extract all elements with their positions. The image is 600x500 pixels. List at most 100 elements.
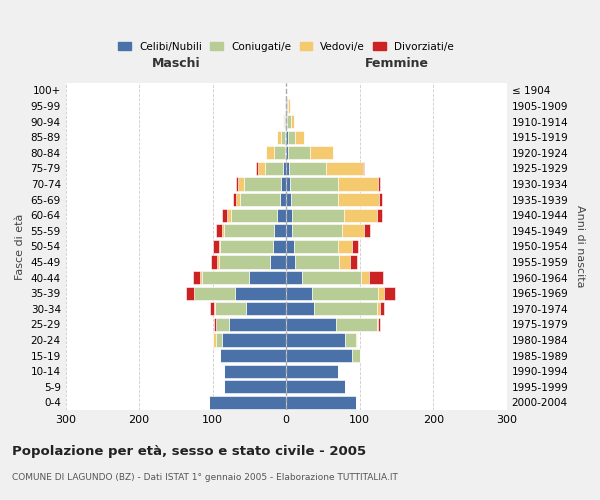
Bar: [212, 240, 218, 253]
Text: Femmine: Femmine: [364, 57, 428, 70]
Bar: [227, 208, 231, 222]
Bar: [312, 286, 378, 300]
Bar: [220, 349, 286, 362]
Bar: [287, 100, 289, 112]
Bar: [286, 396, 356, 409]
Bar: [277, 208, 286, 222]
Bar: [285, 130, 286, 144]
Text: COMUNE DI LAGUNDO (BZ) - Dati ISTAT 1° gennaio 2005 - Elaborazione TUTTITALIA.IT: COMUNE DI LAGUNDO (BZ) - Dati ISTAT 1° g…: [12, 473, 398, 482]
Bar: [287, 130, 295, 144]
Bar: [217, 224, 222, 237]
Bar: [290, 193, 338, 206]
Bar: [281, 178, 286, 190]
Bar: [224, 380, 286, 394]
Bar: [246, 302, 286, 316]
Bar: [379, 193, 382, 206]
Bar: [287, 115, 290, 128]
Bar: [336, 318, 377, 331]
Bar: [236, 193, 240, 206]
Bar: [384, 286, 395, 300]
Bar: [281, 130, 285, 144]
Bar: [286, 224, 292, 237]
Bar: [286, 380, 345, 394]
Bar: [233, 193, 236, 206]
Bar: [378, 286, 384, 300]
Bar: [356, 334, 358, 346]
Bar: [283, 162, 286, 175]
Bar: [257, 162, 265, 175]
Bar: [266, 146, 274, 160]
Bar: [377, 318, 378, 331]
Bar: [193, 271, 200, 284]
Bar: [368, 271, 383, 284]
Bar: [286, 334, 345, 346]
Bar: [274, 146, 285, 160]
Bar: [218, 240, 220, 253]
Bar: [289, 146, 310, 160]
Bar: [295, 256, 339, 268]
Bar: [286, 115, 287, 128]
Bar: [220, 240, 273, 253]
Bar: [211, 302, 214, 316]
Bar: [194, 286, 235, 300]
Bar: [277, 130, 281, 144]
Bar: [286, 349, 352, 362]
Bar: [236, 178, 238, 190]
Bar: [285, 146, 286, 160]
Bar: [224, 224, 274, 237]
Bar: [286, 240, 293, 253]
Bar: [280, 193, 286, 206]
Y-axis label: Fasce di età: Fasce di età: [15, 213, 25, 280]
Bar: [344, 208, 377, 222]
Bar: [290, 115, 294, 128]
Bar: [214, 318, 215, 331]
Bar: [378, 318, 380, 331]
Bar: [292, 208, 344, 222]
Bar: [250, 271, 286, 284]
Bar: [364, 224, 370, 237]
Bar: [361, 271, 368, 284]
Bar: [286, 130, 287, 144]
Bar: [186, 286, 194, 300]
Bar: [218, 256, 270, 268]
Bar: [302, 271, 361, 284]
Bar: [286, 286, 312, 300]
Bar: [286, 271, 302, 284]
Bar: [270, 256, 286, 268]
Bar: [200, 271, 202, 284]
Bar: [339, 256, 350, 268]
Bar: [224, 364, 286, 378]
Bar: [256, 162, 257, 175]
Bar: [240, 193, 280, 206]
Bar: [284, 115, 286, 128]
Bar: [338, 178, 378, 190]
Bar: [286, 208, 292, 222]
Bar: [286, 100, 287, 112]
Bar: [202, 271, 250, 284]
Bar: [215, 302, 246, 316]
Text: Popolazione per età, sesso e stato civile - 2005: Popolazione per età, sesso e stato civil…: [12, 445, 366, 458]
Bar: [289, 100, 290, 112]
Bar: [217, 256, 218, 268]
Y-axis label: Anni di nascita: Anni di nascita: [575, 205, 585, 288]
Bar: [338, 193, 379, 206]
Bar: [222, 224, 224, 237]
Bar: [286, 364, 338, 378]
Bar: [350, 256, 358, 268]
Bar: [345, 334, 356, 346]
Bar: [286, 146, 289, 160]
Bar: [211, 256, 217, 268]
Bar: [273, 240, 286, 253]
Bar: [295, 130, 304, 144]
Bar: [274, 224, 286, 237]
Bar: [238, 178, 244, 190]
Bar: [378, 178, 380, 190]
Bar: [326, 162, 362, 175]
Bar: [352, 349, 360, 362]
Bar: [342, 224, 364, 237]
Bar: [215, 318, 229, 331]
Bar: [283, 115, 284, 128]
Bar: [214, 302, 215, 316]
Bar: [290, 178, 338, 190]
Bar: [293, 240, 338, 253]
